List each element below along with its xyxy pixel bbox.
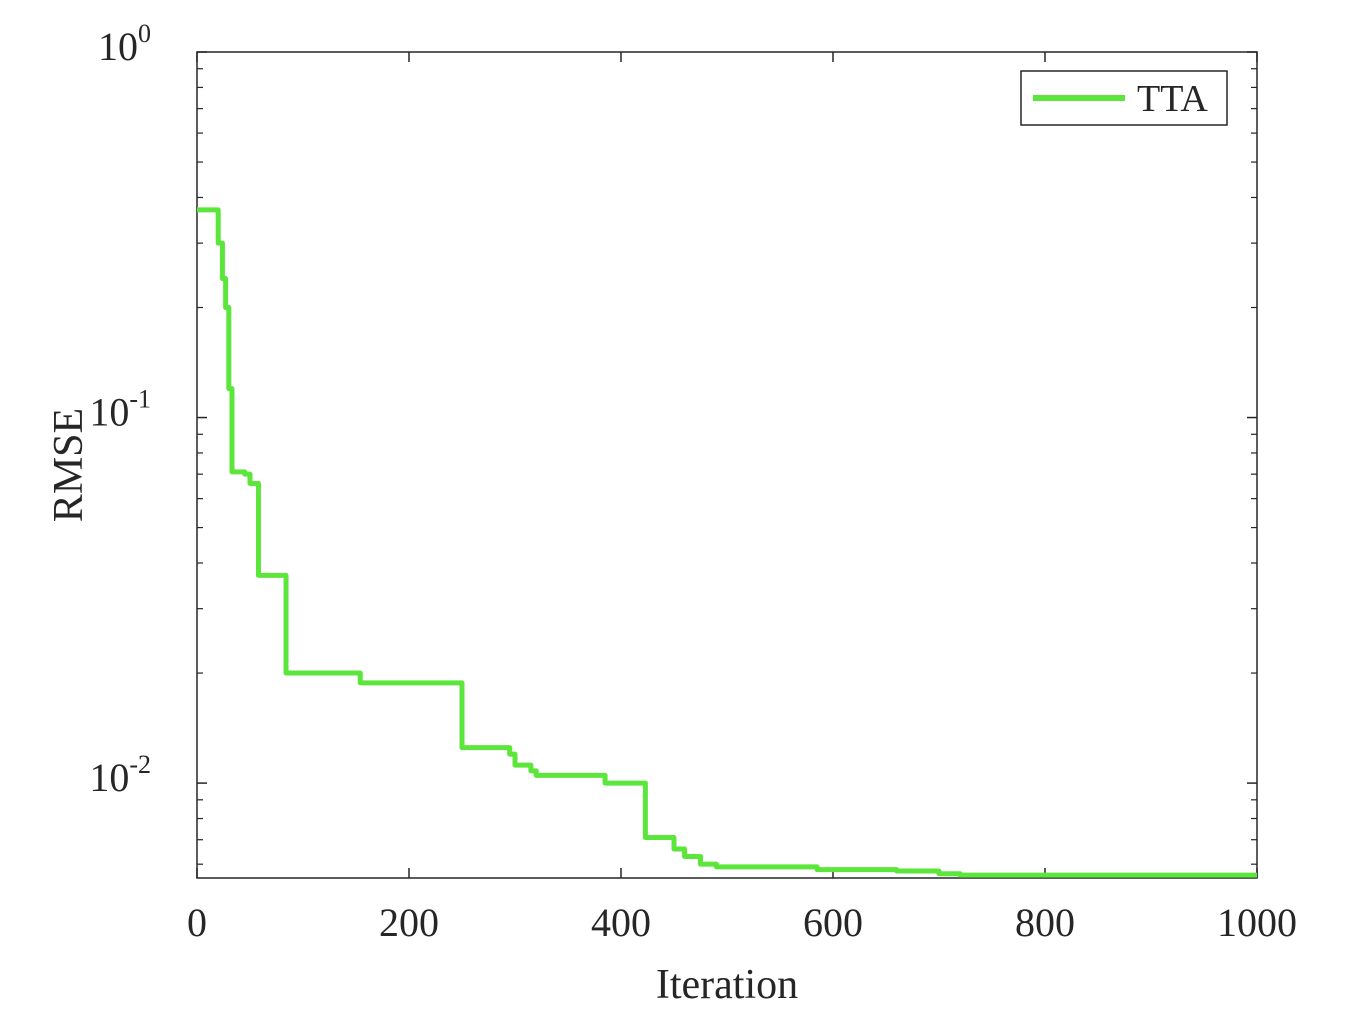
y-tick-label: 10-1 [89, 385, 151, 435]
series-line-tta [197, 207, 1257, 878]
x-tick-label: 200 [379, 900, 439, 945]
y-axis-label: RMSE [46, 408, 92, 522]
x-tick-label: 800 [1015, 900, 1075, 945]
y-tick-labels: 100 10-1 10-2 [89, 19, 151, 800]
x-axis-label: Iteration [656, 962, 798, 1008]
y-tick-label: 100 [98, 19, 151, 69]
x-tick-label: 400 [591, 900, 651, 945]
plot-area [196, 51, 1258, 879]
x-tick-label: 600 [803, 900, 863, 945]
legend: TTA [1020, 70, 1228, 126]
x-tick-label: 0 [187, 900, 207, 945]
x-tick-label: 1000 [1217, 900, 1297, 945]
legend-label-tta: TTA [1137, 78, 1208, 120]
y-tick-label: 10-2 [89, 750, 151, 800]
series-layer [197, 207, 1257, 878]
axis-ticks [196, 51, 1258, 878]
x-tick-labels: 0 200 400 600 800 1000 [187, 900, 1297, 945]
